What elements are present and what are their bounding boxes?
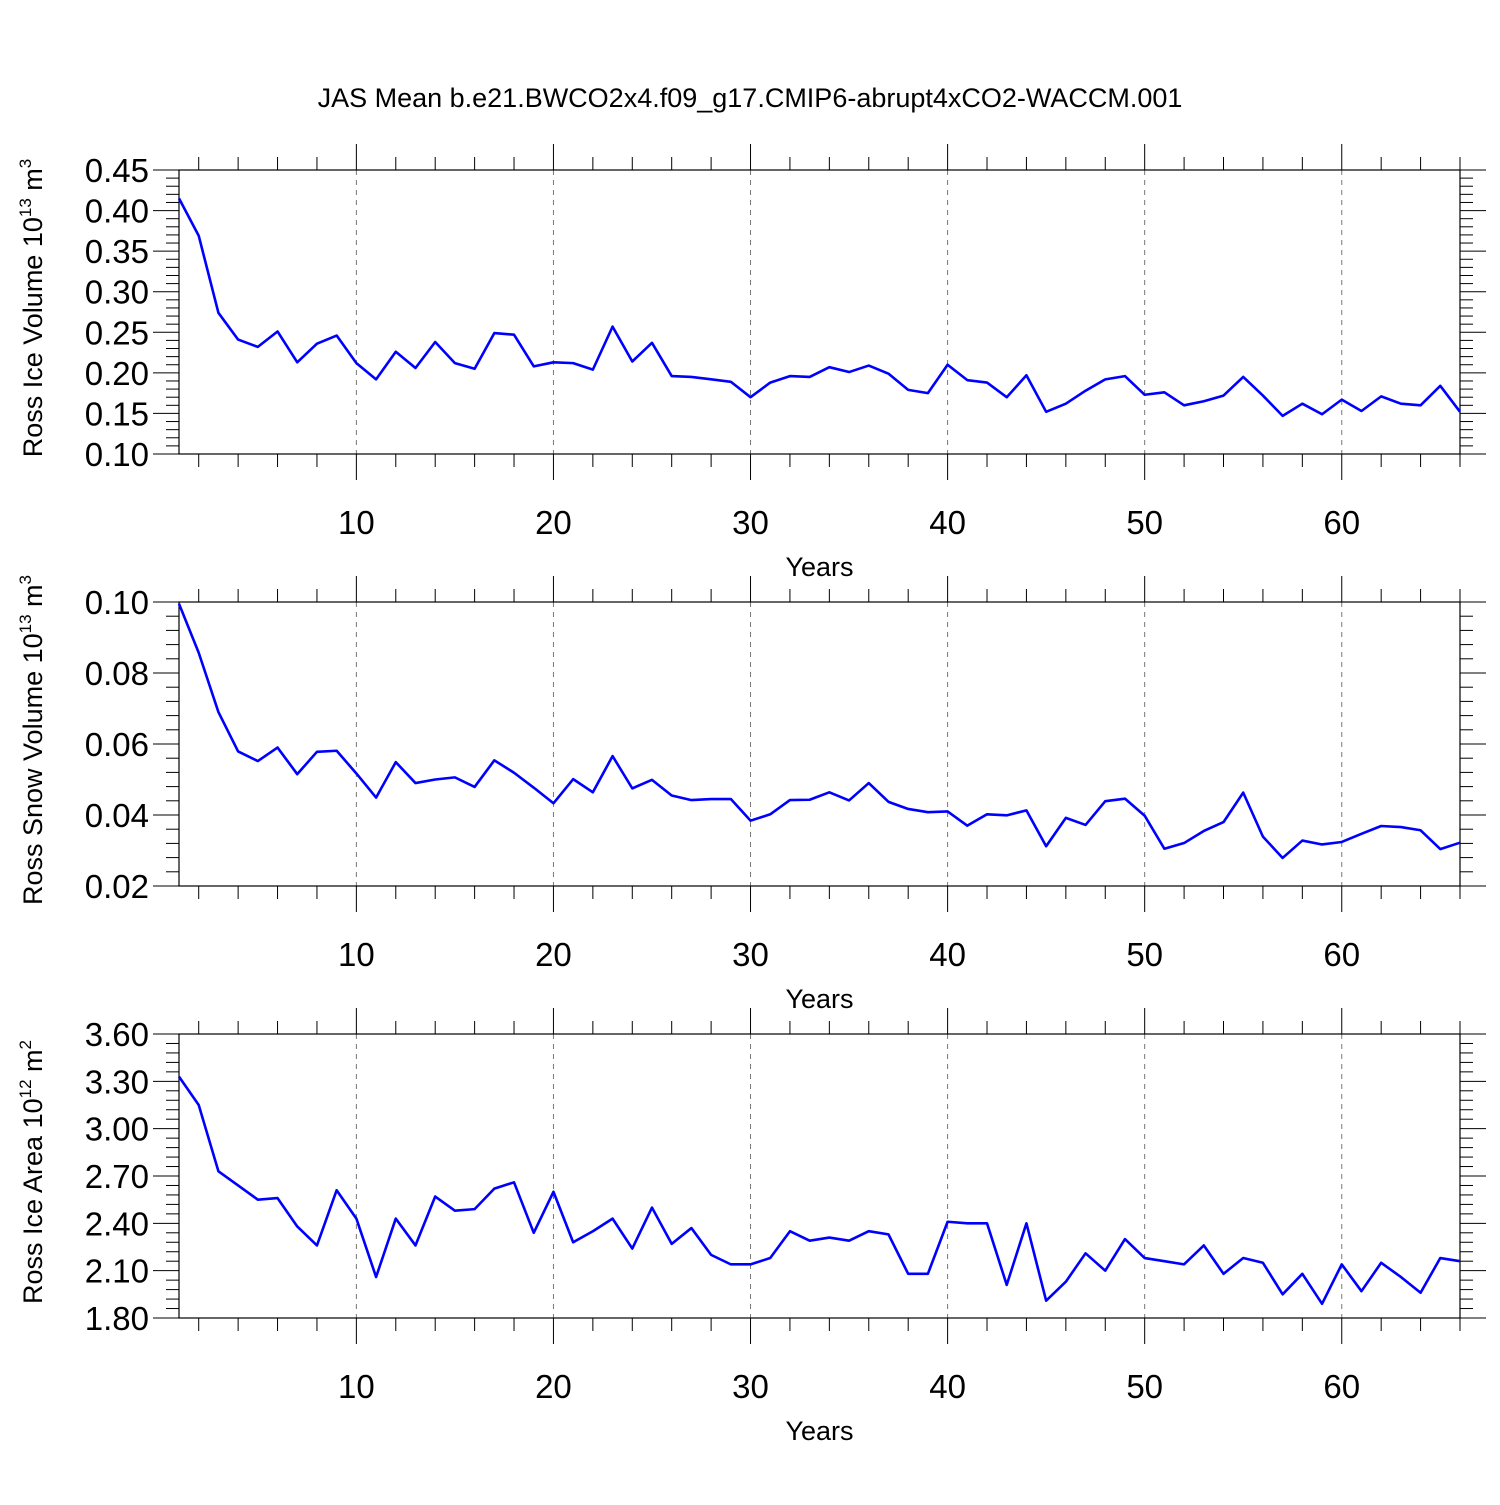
x-tick-label: 40: [929, 1368, 966, 1405]
plot-frame: [178, 1033, 1461, 1319]
panel-1: 10 20 30 40 50 60 0.10 0.150.20 0.250.30 0.350.40…: [16, 144, 1486, 582]
y-tick-label: 0.15: [85, 395, 149, 432]
y-tick-label: 0.10: [85, 584, 149, 621]
y-tick-label: 0.02: [85, 868, 149, 905]
y-tick-label: 1.80: [85, 1300, 149, 1337]
y-axis-label: Ross Snow Volume 1013 m3: [16, 575, 48, 905]
x-tick-label: 50: [1126, 936, 1163, 973]
x-tick-label: 20: [535, 936, 572, 973]
x-tick-label: 30: [732, 936, 769, 973]
y-axis-label: Ross Ice Volume 1013 m3: [16, 159, 48, 458]
y-tick-label: 2.10: [85, 1253, 149, 1290]
y-tick-label: 0.20: [85, 355, 149, 392]
y-tick-label: 0.25: [85, 314, 149, 351]
y-tick-label: 2.40: [85, 1205, 149, 1242]
x-tick-label: 30: [732, 504, 769, 541]
x-axis-label: Years: [785, 552, 853, 582]
y-tick-label: 0.06: [85, 726, 149, 763]
series-line: [177, 603, 1461, 860]
x-tick-label: 10: [338, 936, 375, 973]
series-line: [177, 197, 1462, 418]
x-tick-label: 50: [1126, 504, 1163, 541]
x-axis-label: Years: [785, 984, 853, 1014]
panel-2: 10 20 30 40 50 60 0.02 0.04 0.06 0.08 0.10 Years Ros…: [16, 575, 1486, 1014]
y-tick-label: 2.70: [85, 1158, 149, 1195]
x-tick-label: 10: [338, 1368, 375, 1405]
plot-frame: [178, 169, 1461, 455]
x-tick-label: 60: [1323, 504, 1360, 541]
y-tick-label: 0.40: [85, 193, 149, 230]
panels: 10 20 30 40 50 60 0.10 0.150.20 0.250.30 0.350.40…: [16, 144, 1486, 1446]
x-tick-label: 20: [535, 1368, 572, 1405]
y-tick-label: 0.35: [85, 233, 149, 270]
x-tick-label: 30: [732, 1368, 769, 1405]
x-tick-label: 50: [1126, 1368, 1163, 1405]
y-tick-label: 3.30: [85, 1063, 149, 1100]
panel-3: 10 20 30 40 50 60 1.80 2.10 2.40 2.70 3.00 3.30 3.60…: [16, 1008, 1486, 1446]
x-tick-label: 40: [929, 936, 966, 973]
y-tick-label: 3.60: [85, 1016, 149, 1053]
x-tick-label: 20: [535, 504, 572, 541]
y-tick-label: 0.10: [85, 436, 149, 473]
x-tick-label: 10: [338, 504, 375, 541]
figure-title: JAS Mean b.e21.BWCO2x4.f09_g17.CMIP6-abr…: [318, 83, 1183, 113]
y-tick-label: 0.04: [85, 797, 149, 834]
x-tick-label: 60: [1323, 1368, 1360, 1405]
y-tick-label: 3.00: [85, 1111, 149, 1148]
x-axis-label: Years: [785, 1416, 853, 1446]
y-tick-label: 0.08: [85, 655, 149, 692]
y-tick-label: 0.45: [85, 152, 149, 189]
y-tick-label: 0.30: [85, 274, 149, 311]
x-tick-label: 60: [1323, 936, 1360, 973]
x-tick-label: 40: [929, 504, 966, 541]
series-line: [177, 1075, 1461, 1306]
y-axis-label: Ross Ice Area 1012 m2: [16, 1040, 48, 1304]
